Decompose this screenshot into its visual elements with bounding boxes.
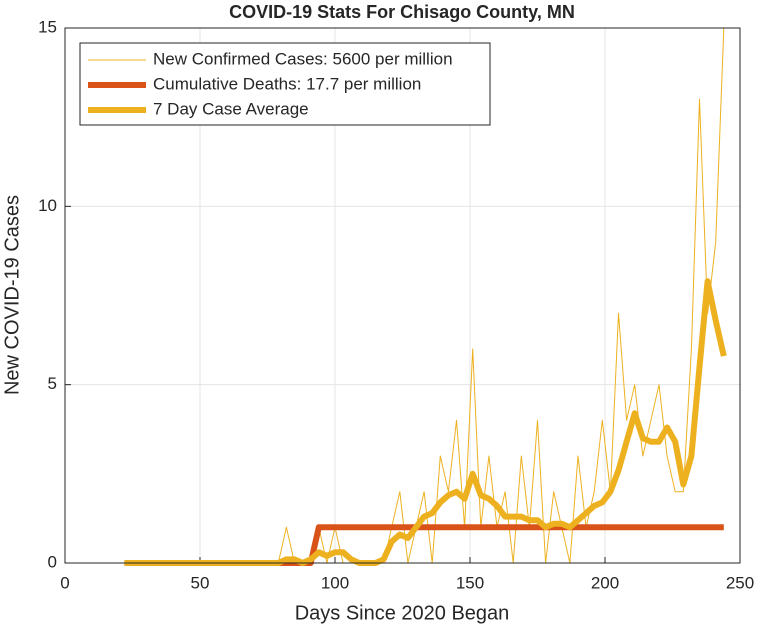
x-tick-label: 200 (591, 573, 619, 592)
legend-label: New Confirmed Cases: 5600 per million (153, 49, 453, 68)
x-tick-label: 0 (60, 573, 69, 592)
x-tick-label: 50 (191, 573, 210, 592)
axes-box (64, 27, 741, 564)
x-tick-label: 250 (726, 573, 754, 592)
legend: New Confirmed Cases: 5600 per million Cum… (79, 42, 491, 126)
legend-label: Cumulative Deaths: 17.7 per million (153, 74, 421, 93)
y-tick-label: 10 (38, 196, 57, 215)
chart-title: COVID-19 Stats For Chisago County, MN (229, 2, 575, 22)
y-tick-label: 0 (48, 552, 57, 571)
y-axis-label: New COVID-19 Cases (1, 195, 23, 395)
x-tick-label: 100 (321, 573, 349, 592)
y-tick-label: 15 (38, 17, 57, 36)
y-tick-label: 5 (48, 374, 57, 393)
legend-box (79, 42, 491, 126)
legend-label: 7 Day Case Average (153, 99, 309, 118)
x-axis-label: Days Since 2020 Began (295, 602, 510, 624)
x-tick-label: 150 (456, 573, 484, 592)
